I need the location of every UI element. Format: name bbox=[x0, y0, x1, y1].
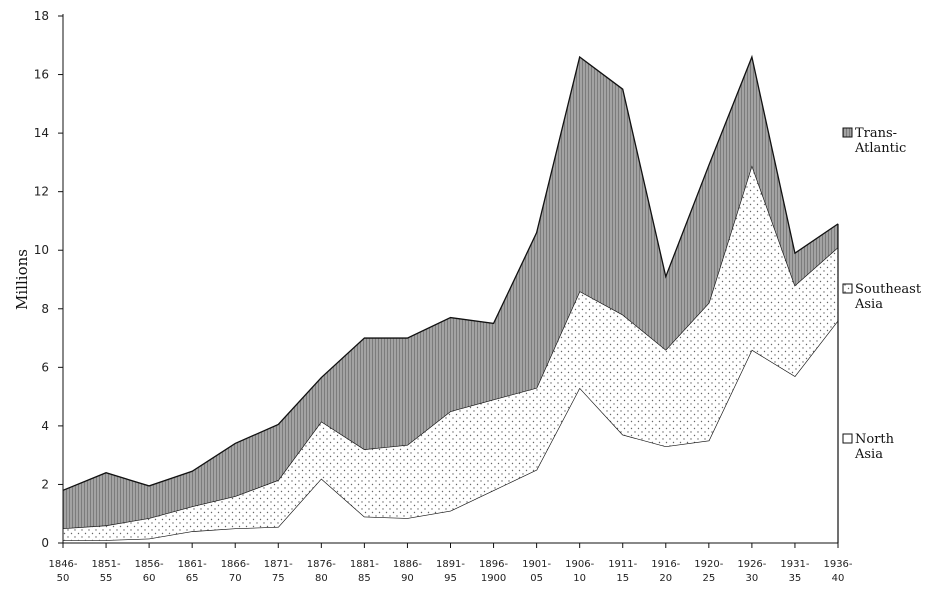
legend: North Asia Southeast Asia Trans-Atlantic bbox=[842, 126, 922, 462]
area-southeast-asia bbox=[63, 165, 838, 541]
legend-swatch-trans-atlantic bbox=[842, 127, 853, 138]
x-tick-label: 1846-50 bbox=[48, 559, 77, 584]
y-tick-label: 4 bbox=[41, 419, 49, 433]
line-trans-atlantic bbox=[62, 54, 839, 491]
y-tick-label: 16 bbox=[34, 68, 49, 82]
x-tick-label: 1856-60 bbox=[135, 559, 164, 584]
y-tick-label: 12 bbox=[34, 185, 49, 199]
x-tick-label: 1871-75 bbox=[264, 559, 293, 584]
legend-label-north-asia: North Asia bbox=[854, 432, 895, 462]
x-tick-label: 1901-05 bbox=[522, 559, 551, 584]
area-layers bbox=[62, 54, 839, 543]
x-tick-label: 1886-90 bbox=[393, 559, 422, 584]
x-tick-label: 1866-70 bbox=[221, 559, 250, 584]
y-tick-label: 6 bbox=[41, 360, 49, 374]
legend-label-southeast-asia: Southeast Asia bbox=[854, 282, 922, 312]
x-tick-label: 1936-40 bbox=[823, 559, 852, 584]
y-tick-label: 2 bbox=[41, 477, 49, 491]
axes: 0 2 4 6 8 10 12 14 16 18 1846-50 1851-55 1856-60 1861… bbox=[34, 9, 853, 584]
x-tick-label: 1906-10 bbox=[565, 559, 594, 584]
y-tick-label: 8 bbox=[41, 302, 49, 316]
x-tick-label: 1876-80 bbox=[307, 559, 336, 584]
x-tick-label: 1861-65 bbox=[178, 559, 207, 584]
area-trans-atlantic bbox=[63, 56, 838, 529]
x-tick-label: 1926-30 bbox=[737, 559, 766, 584]
x-tick-label: 1896-1900 bbox=[479, 559, 508, 584]
x-tick-label: 1881-85 bbox=[350, 559, 379, 584]
x-tick-label: 1931-35 bbox=[780, 559, 809, 584]
area-north-asia bbox=[63, 320, 838, 543]
y-tick-label: 18 bbox=[34, 9, 49, 23]
x-tick-label: 1851-55 bbox=[92, 559, 121, 584]
y-tick-label: 14 bbox=[34, 126, 49, 140]
legend-swatch-north-asia bbox=[842, 433, 853, 444]
x-tick-label: 1891-95 bbox=[436, 559, 465, 584]
x-tick-label: 1920-25 bbox=[694, 559, 723, 584]
x-tick-label: 1916-20 bbox=[651, 559, 680, 584]
legend-label-trans-atlantic: Trans-Atlantic bbox=[854, 126, 906, 156]
y-tick-label: 10 bbox=[34, 243, 49, 257]
x-tick-label: 1911-15 bbox=[608, 559, 637, 584]
y-tick-label: 0 bbox=[41, 536, 49, 550]
y-axis-label: Millions bbox=[13, 249, 31, 310]
legend-swatch-southeast-asia bbox=[842, 283, 853, 294]
